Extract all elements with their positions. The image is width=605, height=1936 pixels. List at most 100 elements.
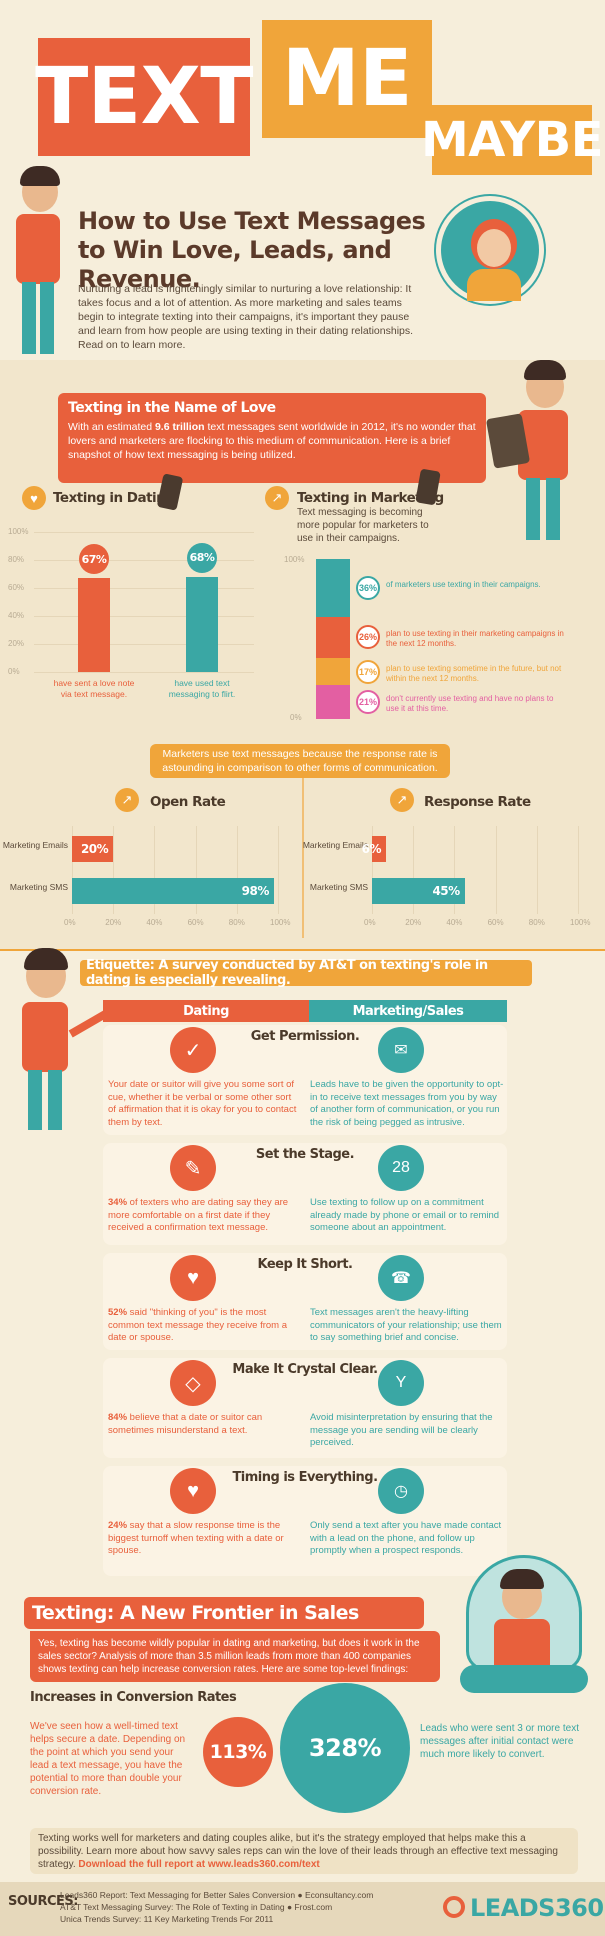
- clock-icon: ◷: [378, 1468, 424, 1514]
- envelope-plus-icon: ✉: [378, 1027, 424, 1073]
- etiquette-row-title: Make It Crystal Clear.: [232, 1362, 378, 1377]
- etiquette-row-title: Keep It Short.: [257, 1257, 353, 1272]
- axis-tick: 100%: [570, 918, 591, 927]
- conversion-heading: Increases in Conversion Rates: [30, 1690, 237, 1705]
- title-word-maybe: MAYBE: [421, 105, 603, 175]
- source-item: Leads360 Report: Text Messaging for Bett…: [60, 1890, 374, 1900]
- girl-phone-illustration: [436, 196, 544, 304]
- check-icon: ✓: [170, 1027, 216, 1073]
- axis-tick: 80%: [228, 918, 245, 927]
- arrow-box-icon: ↗: [115, 788, 139, 812]
- diamond-icon: ◇: [170, 1360, 216, 1406]
- column-header-marketing: Marketing/Sales: [309, 1000, 507, 1022]
- bar: [186, 576, 218, 672]
- phone-heart-icon: ♥: [170, 1255, 216, 1301]
- gridline: [278, 826, 279, 914]
- gridline: [413, 826, 415, 914]
- heart-clock-icon: ♥: [170, 1468, 216, 1514]
- heart-icon: ♥: [22, 486, 46, 510]
- segment-text: plan to use texting sometime in the futu…: [386, 663, 562, 683]
- footer-text: Texting works well for marketers and dat…: [38, 1833, 558, 1870]
- axis-tick: 20%: [105, 918, 122, 927]
- axis-tick: 40%: [446, 918, 463, 927]
- segment-value-label: 36%: [356, 575, 380, 600]
- intro-text: Nurturing a lead is frighteningly simila…: [78, 283, 414, 351]
- man-pointing-illustration: [14, 948, 108, 1138]
- gridline: [34, 588, 254, 589]
- axis-tick: 60%: [8, 583, 25, 592]
- sources-list: Leads360 Report: Text Messaging for Bett…: [60, 1889, 373, 1925]
- phone-chat-icon: ☎: [378, 1255, 424, 1301]
- axis-tick: 100%: [284, 555, 305, 564]
- axis-tick: 60%: [187, 918, 204, 927]
- love-callout: Texting in the Name of Love With an esti…: [58, 393, 486, 483]
- dating-tip-text: Your date or suitor will give you some s…: [108, 1079, 297, 1128]
- marketing-heading: Texting in Marketing: [297, 490, 444, 506]
- response-rate-chart: 0% 20% 40% 60% 80% 100% Marketing Emails 6% Mark…: [300, 826, 600, 946]
- bar-category-label: Marketing SMS: [309, 882, 368, 892]
- bar: 98%: [72, 878, 274, 904]
- gridline: [34, 644, 254, 645]
- love-body: With an estimated 9.6 trillion text mess…: [68, 421, 476, 461]
- bar: 6%: [362, 836, 386, 862]
- sources-bar: SOURCES: Leads360 Report: Text Messaging…: [0, 1882, 605, 1936]
- bar: 20%: [72, 836, 114, 862]
- axis-tick: 80%: [528, 918, 545, 927]
- stack-segment: [316, 559, 350, 617]
- source-item: AT&T Text Messaging Survey: The Role of …: [60, 1902, 333, 1912]
- axis-tick: 20%: [405, 918, 422, 927]
- title-word-text: TEXT: [35, 38, 253, 156]
- man-texting-illustration: [10, 166, 70, 362]
- chart-icon: ↗: [390, 788, 414, 812]
- bar-caption: have used text messaging to flirt.: [168, 678, 236, 699]
- stack-segment: [316, 658, 350, 686]
- segment-value-label: 26%: [356, 625, 380, 650]
- axis-tick: 0%: [64, 918, 76, 927]
- marketing-tip-text: Only send a text after you have made con…: [310, 1520, 502, 1556]
- gridline: [495, 826, 497, 914]
- segment-text: of marketers use texting in their campai…: [386, 579, 541, 589]
- title-word-me: ME: [262, 20, 432, 138]
- love-heading: Texting in the Name of Love: [68, 400, 276, 416]
- segment-text: don't currently use texting and have no …: [386, 694, 554, 714]
- chat-bubble-icon: ✎: [170, 1145, 216, 1191]
- axis-tick: 100%: [270, 918, 291, 927]
- dating-heading: Texting in Dating: [53, 490, 175, 506]
- axis-tick: 0%: [290, 713, 302, 722]
- gridline: [34, 672, 254, 673]
- response-rate-callout: Marketers use text messages because the …: [150, 744, 450, 778]
- dating-tip-text: 24% say that a slow response time is the…: [108, 1520, 284, 1556]
- open-rate-heading: Open Rate: [150, 794, 226, 810]
- dating-tip-text: 52% said "thinking of you" is the most c…: [108, 1307, 287, 1343]
- dating-tip-text: 84% believe that a date or suitor can so…: [108, 1412, 263, 1436]
- axis-tick: 20%: [8, 639, 25, 648]
- dating-chart: 100% 80% 60% 40% 20% 0% 67% have sent a love n…: [0, 520, 270, 700]
- response-rate-heading: Response Rate: [424, 794, 531, 810]
- bar-category-label: Marketing Emails: [2, 840, 68, 850]
- gridline: [34, 532, 254, 533]
- gridline: [34, 616, 254, 617]
- leads360-logo-icon: [443, 1896, 465, 1918]
- frontier-heading: Texting: A New Frontier in Sales: [24, 1597, 424, 1629]
- bar-category-label: Marketing Emails: [302, 840, 368, 850]
- segment-text: plan to use texting in their marketing c…: [386, 629, 564, 649]
- stack-segment: [316, 616, 350, 659]
- segment-value-label: 17%: [356, 659, 380, 684]
- gridline: [536, 826, 538, 914]
- frontier-body: Yes, texting has become wildly popular i…: [30, 1631, 440, 1682]
- chart-icon: ↗: [265, 486, 289, 510]
- gridline: [72, 826, 73, 914]
- man-tablet-illustration: [485, 360, 590, 550]
- axis-tick: 60%: [487, 918, 504, 927]
- conversion-left-text: We've seen how a well-timed text helps s…: [30, 1721, 186, 1797]
- bar-value-label: 67%: [79, 544, 109, 575]
- download-link[interactable]: Download the full report at www.leads360…: [78, 1859, 320, 1870]
- gridline: [195, 826, 197, 914]
- marketing-stack-chart: 100% 0% 36% of marketers use texting in t…: [280, 555, 590, 725]
- footer-summary: Texting works well for marketers and dat…: [30, 1828, 578, 1874]
- bar-category-label: Marketing SMS: [9, 882, 68, 892]
- gridline: [372, 826, 373, 914]
- source-item: Unica Trends Survey: 11 Key Marketing Tr…: [60, 1914, 274, 1924]
- gridline: [454, 826, 456, 914]
- etiquette-panel: [103, 1253, 507, 1350]
